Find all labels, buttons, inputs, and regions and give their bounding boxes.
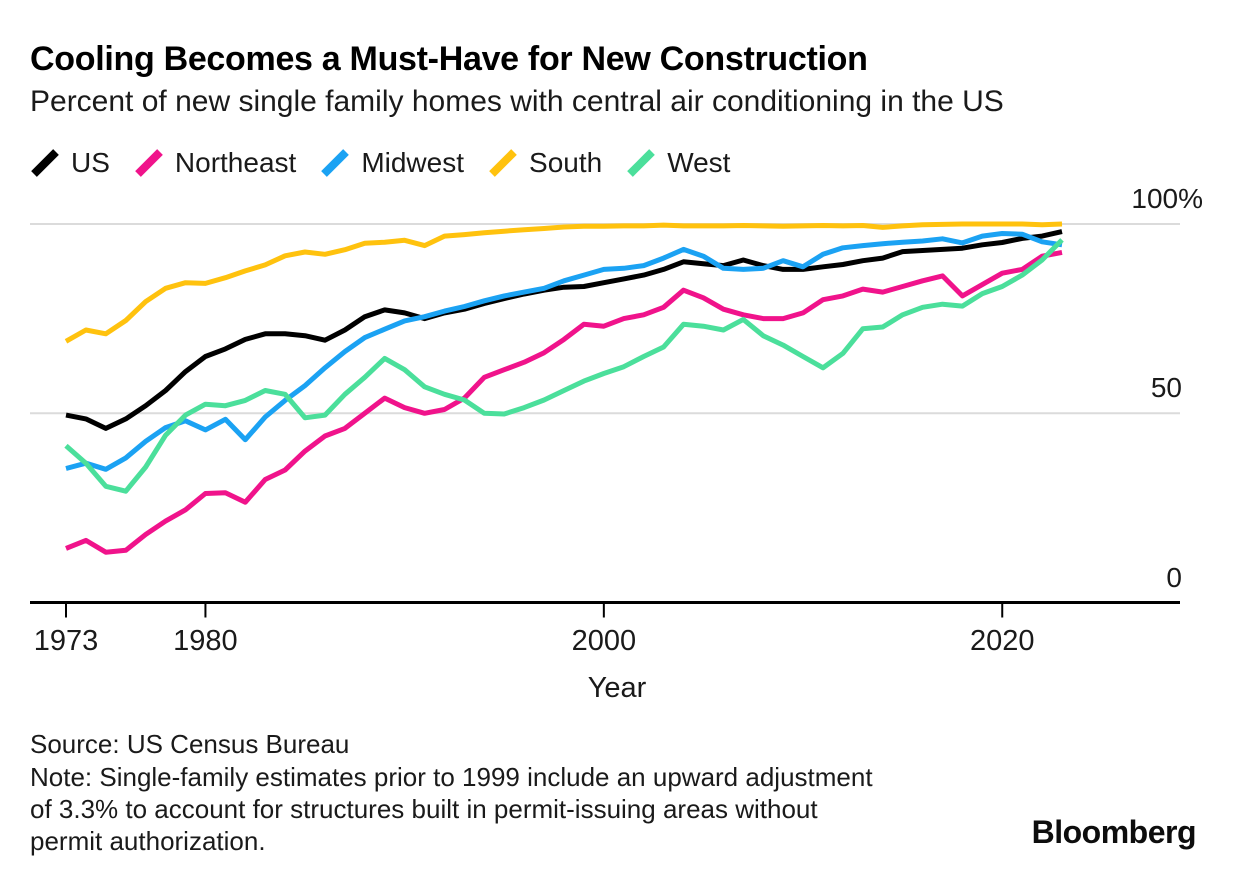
series-line-south (64, 221, 1063, 344)
series-line-northeast (65, 249, 1063, 555)
line-swatch-icon (31, 149, 59, 177)
line-swatch-icon (321, 149, 350, 177)
y-tick-label-50: 50 (1150, 372, 1182, 404)
series-line-midwest (65, 231, 1063, 472)
x-tick-label-1980: 1980 (173, 625, 238, 657)
x-axis-title: Year (587, 672, 647, 704)
y-tick-label-0: 0 (1166, 561, 1182, 593)
legend-label: Midwest (361, 147, 465, 178)
legend-item-northeast: Northeast (134, 147, 296, 179)
legend-label: US (71, 147, 110, 178)
chart-title: Cooling Becomes a Must-Have for New Cons… (30, 40, 868, 78)
line-swatch-icon (135, 149, 163, 177)
x-tick-label-2020: 2020 (969, 625, 1035, 657)
legend-item-us: US (30, 147, 110, 179)
chart-legend: US Northeast Midwest South West (30, 147, 730, 179)
x-tick-label-2000: 2000 (571, 625, 637, 657)
legend-label: Northeast (174, 147, 297, 178)
chart-subtitle: Percent of new single family homes with … (30, 85, 1004, 118)
source-text: Source: US Census Bureau (30, 729, 350, 759)
bloomberg-logo: Bloomberg (1031, 814, 1197, 850)
x-tick-label-1973: 1973 (33, 625, 99, 657)
legend-item-west: West (626, 147, 730, 179)
series-line-west (64, 238, 1064, 494)
line-swatch-icon (489, 149, 517, 177)
note-text: Note: Single-family estimates prior to 1… (30, 761, 873, 857)
series-line-us (65, 229, 1063, 431)
note-line: Note: Single-family estimates prior to 1… (30, 762, 873, 792)
legend-item-midwest: Midwest (320, 147, 464, 179)
legend-label: South (529, 147, 603, 178)
legend-label: West (667, 147, 731, 178)
note-line: permit authorization. (30, 826, 266, 856)
line-swatch-icon (627, 149, 656, 177)
y-tick-label-100: 100% (1131, 183, 1203, 214)
legend-item-south: South (488, 147, 602, 179)
note-line: of 3.3% to account for structures built … (30, 794, 818, 824)
